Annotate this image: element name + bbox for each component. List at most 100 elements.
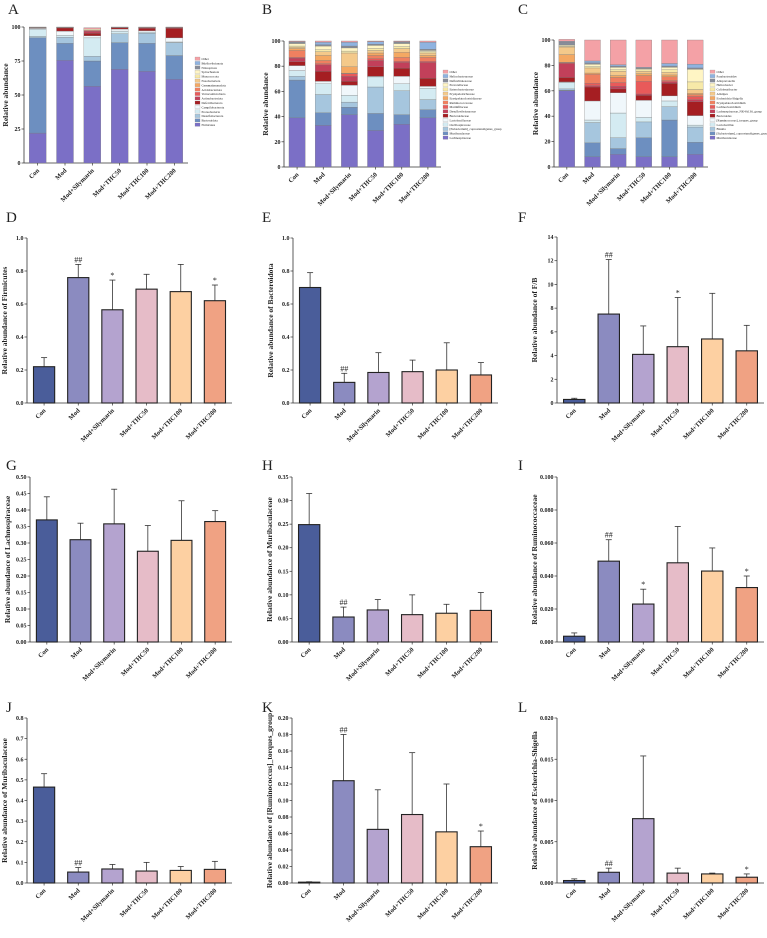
stack-segment-defluviitaleaceae: [419, 49, 437, 51]
legend-swatch: [709, 91, 716, 96]
stack-segment-proteobacteria: [83, 37, 101, 57]
legend-swatch: [194, 74, 201, 79]
x-tick-label: Con: [287, 171, 300, 184]
stack-segment-lachnospiraceae: [341, 114, 358, 168]
stack-segment-defluviitaleaceae: [288, 42, 306, 44]
legend-swatch: [442, 113, 449, 118]
x-tick-label: Mod+Silymarin: [610, 407, 646, 443]
bar: [35, 519, 58, 643]
legend-swatch: [709, 105, 716, 109]
y-tick-label: 60: [545, 89, 551, 95]
stack-segment-blautia: [635, 121, 652, 138]
x-tick-label: Mod+THC200: [717, 407, 751, 441]
stack-segment-ruminococcaceae: [393, 57, 411, 62]
y-tick-label: 0.40: [16, 508, 27, 514]
bar: [135, 288, 158, 404]
panel-d: D 0.0 0.2 0.4 0.6 0.8 1.0 Relative abundance of…: [0, 210, 232, 444]
stack-segment-escherichia-shigella: [610, 75, 627, 78]
stack-segment-colidextribacter: [661, 69, 678, 73]
stack-segment-desulfovibrionaceae: [288, 57, 306, 62]
bar: [435, 831, 458, 884]
stack-segment-alistipes: [635, 70, 652, 74]
stack-segment-ruminococcaceae: [314, 60, 332, 64]
stack-segment-colidextribacter: [584, 66, 601, 69]
significance-mark: ##: [340, 364, 348, 373]
x-tick-label: Mod+THC100: [151, 646, 185, 680]
stack-segment-lactobacillaceae: [288, 65, 306, 71]
x-tick-label: Mod+Silymarin: [80, 407, 116, 443]
y-tick-label: 0.10: [278, 593, 289, 599]
y-tick-label: 0.100: [540, 475, 554, 481]
stack-segment-prevotellaceae: [393, 43, 411, 47]
y-tick-label: 0.05: [16, 624, 27, 630]
x-tick-label: Mod+THC50: [384, 646, 415, 677]
panel-label: H: [262, 458, 273, 474]
legend-swatch: [709, 127, 716, 131]
stack-segment-other: [558, 39, 575, 42]
stack-segment-muribaculaceae: [687, 154, 704, 168]
stack-segment-escherichia-shigella: [687, 93, 704, 95]
stack-segment--eubacterium-coprostanoligenes-group: [393, 90, 411, 115]
x-tick-label: Con: [299, 646, 312, 659]
stack-segment-bacteroidota: [29, 37, 47, 134]
legend-swatch: [442, 96, 449, 100]
panel-label: G: [6, 458, 17, 474]
bar: [597, 313, 620, 404]
x-tick-label: Con: [299, 887, 312, 900]
legend-entry: [Eubacterium]_coprostanoligenes_group: [717, 132, 767, 136]
y-tick-label: 0.08: [278, 815, 289, 821]
legend-entry: Alistipes: [717, 92, 729, 96]
x-tick-label: Mod: [54, 167, 68, 181]
stack-segment-alloprevotella: [584, 62, 601, 65]
stack-segment-muribaculaceae: [584, 156, 601, 168]
bar: [400, 614, 424, 643]
stack-segment-lactobacillus: [661, 100, 678, 107]
panel-label: B: [262, 2, 272, 18]
stack-segment-other: [635, 39, 652, 68]
stack-segment-bacteroides: [687, 101, 704, 116]
legend-entry: Spirochaetota: [202, 70, 220, 74]
bar: [701, 873, 724, 884]
stack-segment-campilobacterota: [56, 30, 74, 36]
stack-segment-enterobacteriaceae: [367, 48, 384, 51]
stack-segment-muribaculaceae: [367, 113, 384, 131]
legend-entry: Desulfovibrionaceae: [450, 110, 477, 114]
bar: [366, 828, 390, 884]
x-tick-label: Mod: [598, 407, 612, 421]
significance-mark: *: [110, 271, 114, 280]
y-tick-label: 0.000: [540, 640, 554, 646]
x-tick-label: Mod+THC200: [451, 887, 485, 921]
bar: [735, 350, 758, 404]
stack-segment-muribaculaceae: [341, 107, 358, 115]
stack-segment-deferribacterota: [138, 28, 156, 31]
stack-segment-desulfovibrionaceae: [367, 60, 384, 67]
bar: [469, 846, 493, 884]
x-tick-label: Mod+Silymarin: [80, 887, 116, 923]
stack-segment-oscillospiraceae: [393, 83, 411, 91]
bar: [735, 586, 758, 643]
x-tick-label: Mod+THC100: [682, 407, 716, 441]
stack-segment-erysipelotrichaceae: [288, 47, 306, 49]
bar: [469, 609, 493, 643]
significance-mark: *: [745, 567, 749, 576]
legend-swatch: [442, 83, 449, 87]
stack-segment-erysipelatoclostridium: [635, 75, 652, 82]
x-tick-label: Con: [565, 646, 578, 659]
bar: [666, 872, 689, 884]
stack-segment-colidextribacter: [687, 81, 704, 90]
significance-mark: *: [641, 580, 645, 589]
legend-entry: Nitrospirota: [202, 66, 218, 70]
stack-segment-blautia: [661, 106, 678, 121]
x-tick-label: Mod+THC200: [717, 887, 751, 921]
bar: [32, 786, 56, 884]
legend-swatch: [194, 83, 201, 87]
stack-segment-lactobacillus: [635, 117, 652, 123]
legend-entry: Bdellovibrionota: [202, 61, 224, 65]
legend-swatch: [194, 92, 201, 96]
stack-segment-lactobacillaceae: [341, 84, 358, 96]
y-tick-label: 20: [545, 140, 551, 146]
stack-segment-prevotellaceae: [367, 45, 384, 49]
legend-entry: Acidobacteriota: [202, 88, 223, 92]
stack-segment-erysipelotrichaceae: [367, 50, 384, 54]
stack-segment-enterobacteriaceae: [419, 51, 437, 54]
